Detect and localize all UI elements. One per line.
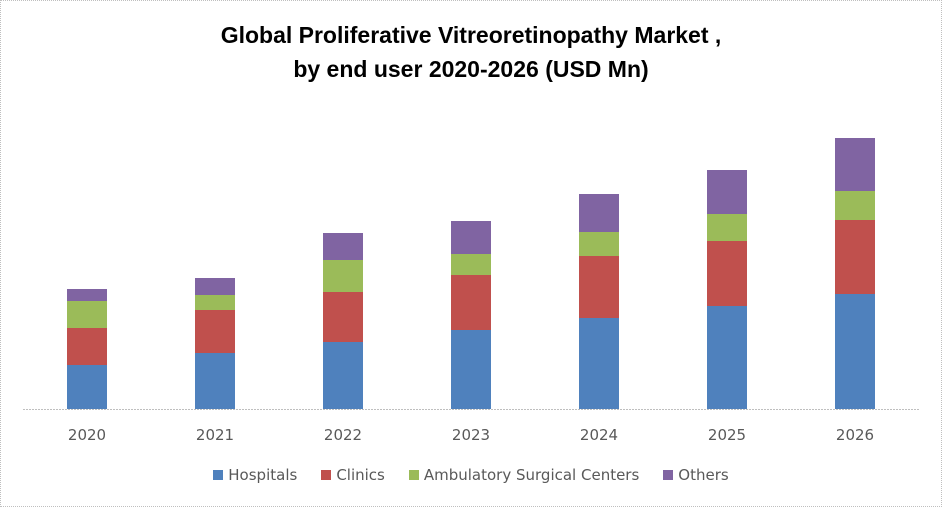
legend-swatch xyxy=(213,470,224,480)
bar-clinics-2026 xyxy=(835,220,875,294)
bar-ambulatory-surgical-centers-2025 xyxy=(707,214,747,241)
legend-item-ambulatory-surgical-centers: Ambulatory Surgical Centers xyxy=(408,466,640,484)
bar-others-2021 xyxy=(195,278,235,295)
bar-others-2020 xyxy=(67,289,107,301)
x-tick-label: 2026 xyxy=(836,426,874,444)
chart-title-line-1: Global Proliferative Vitreoretinopathy M… xyxy=(220,22,722,48)
x-tick-label: 2025 xyxy=(708,426,746,444)
bar-clinics-2023 xyxy=(451,275,491,330)
legend-label: Clinics xyxy=(336,466,385,484)
bar-others-2023 xyxy=(451,221,491,254)
legend-label: Hospitals xyxy=(228,466,298,484)
bar-ambulatory-surgical-centers-2026 xyxy=(835,191,875,220)
bar-others-2025 xyxy=(707,170,747,214)
bar-others-2026 xyxy=(835,138,875,191)
legend-label: Ambulatory Surgical Centers xyxy=(423,466,640,484)
bar-clinics-2022 xyxy=(323,292,363,342)
bar-ambulatory-surgical-centers-2023 xyxy=(451,254,491,275)
bar-stack-2022 xyxy=(323,233,363,409)
bar-hospitals-2022 xyxy=(323,342,363,409)
bar-hospitals-2020 xyxy=(67,365,107,409)
x-tick-label: 2020 xyxy=(68,426,106,444)
bar-others-2024 xyxy=(579,194,619,232)
bar-stack-2020 xyxy=(67,289,107,409)
legend-label: Others xyxy=(678,466,729,484)
bar-clinics-2024 xyxy=(579,256,619,318)
bar-clinics-2025 xyxy=(707,241,747,306)
bar-stack-2023 xyxy=(451,221,491,409)
legend-item-hospitals: Hospitals xyxy=(213,466,297,484)
bar-hospitals-2021 xyxy=(195,353,235,409)
x-tick-label: 2022 xyxy=(324,426,362,444)
bar-clinics-2020 xyxy=(67,328,107,365)
bar-ambulatory-surgical-centers-2021 xyxy=(195,295,235,310)
legend-swatch xyxy=(408,470,419,480)
bar-ambulatory-surgical-centers-2024 xyxy=(579,232,619,256)
x-tick-labels: 2020 2021 2022 2023 2024 2025 2026 xyxy=(68,426,874,444)
legend-item-clinics: Clinics xyxy=(321,466,385,484)
bar-stack-2026 xyxy=(835,138,875,409)
legend-swatch xyxy=(321,470,332,480)
bar-ambulatory-surgical-centers-2020 xyxy=(67,301,107,328)
legend-item-others: Others xyxy=(663,466,729,484)
chart-title: Global Proliferative Vitreoretinopathy M… xyxy=(0,18,942,86)
x-tick-label: 2021 xyxy=(196,426,234,444)
bar-stack-2024 xyxy=(579,194,619,409)
x-tick-label: 2023 xyxy=(452,426,490,444)
bar-hospitals-2025 xyxy=(707,306,747,409)
chart-title-line-2: by end user 2020-2026 (USD Mn) xyxy=(293,56,649,82)
bar-clinics-2021 xyxy=(195,310,235,353)
bar-ambulatory-surgical-centers-2022 xyxy=(323,260,363,292)
bar-stack-2021 xyxy=(195,278,235,409)
chart-legend: Hospitals Clinics Ambulatory Surgical Cent… xyxy=(0,463,942,487)
bar-stack-2025 xyxy=(707,170,747,409)
legend-swatch xyxy=(663,470,674,480)
bar-others-2022 xyxy=(323,233,363,260)
bar-hospitals-2024 xyxy=(579,318,619,409)
bar-hospitals-2023 xyxy=(451,330,491,409)
bar-hospitals-2026 xyxy=(835,294,875,409)
x-tick-label: 2024 xyxy=(580,426,618,444)
bar-groups xyxy=(67,138,875,409)
